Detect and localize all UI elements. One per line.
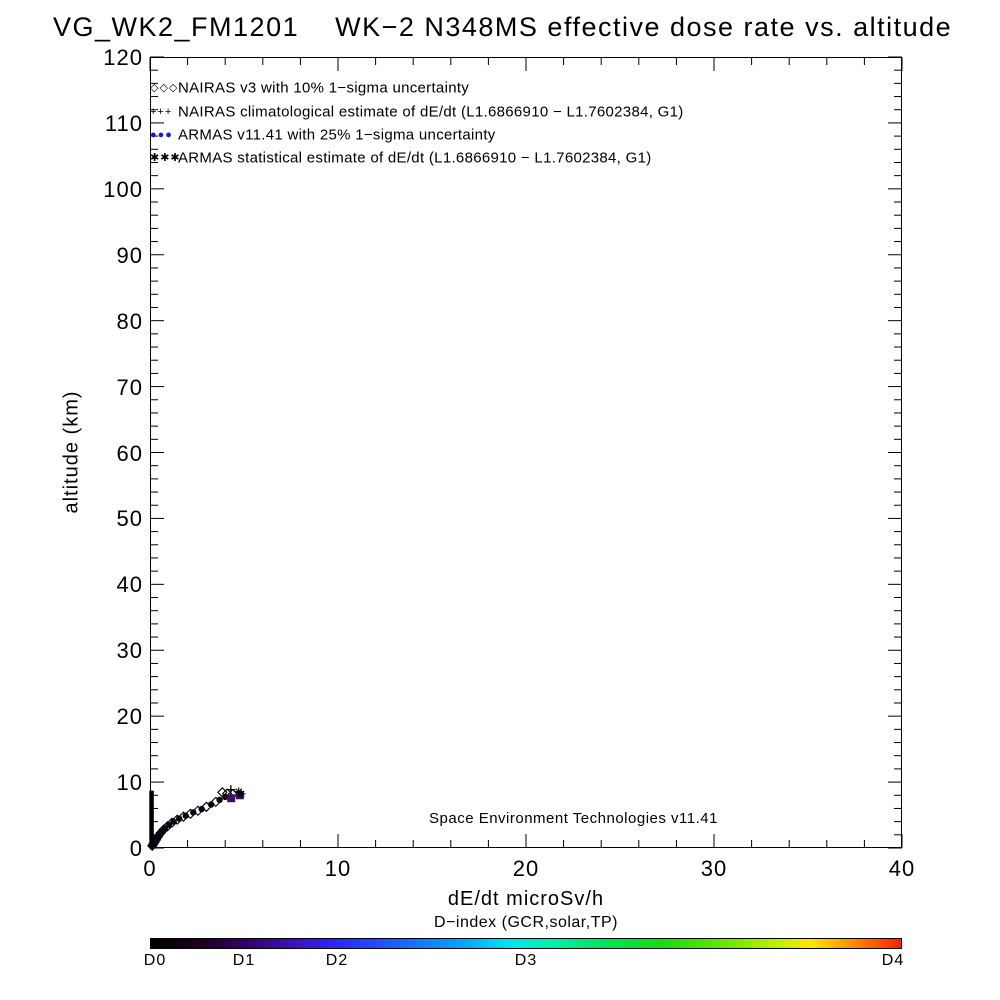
y-tick-label: 20 xyxy=(116,704,143,730)
x-axis-sublabel: D−index (GCR,solar,TP) xyxy=(434,914,618,931)
y-tick-label: 30 xyxy=(116,638,143,664)
legend-item-nairas-climatological: +++ NAIRAS climatological estimate of dE/… xyxy=(150,103,684,121)
x-axis-label: dE/dt microSv/h xyxy=(447,888,605,910)
colorbar-label-d4: D4 xyxy=(881,952,905,969)
colorbar-label-d2: D2 xyxy=(325,952,349,969)
y-tick-label: 90 xyxy=(116,242,143,268)
legend-label: ARMAS v11.41 with 25% 1−sigma uncertaint… xyxy=(178,126,496,144)
x-tick-label: 10 xyxy=(324,856,352,881)
colorbar-label-d1: D1 xyxy=(232,952,256,969)
x-tick-label: 20 xyxy=(512,856,540,881)
y-tick-label: 0 xyxy=(129,836,143,861)
annotation-text: Space Environment Technologies v11.41 xyxy=(429,810,718,827)
legend-item-nairas-v3: ◇◇◇NAIRAS v3 with 10% 1−sigma uncertaint… xyxy=(150,79,469,97)
square-marker xyxy=(227,794,236,803)
circle-marker xyxy=(175,815,183,822)
legend-item-armas-statistical: ✱✱✱ARMAS statistical estimate of dE/dt (… xyxy=(150,149,652,167)
legend-label: ARMAS statistical estimate of dE/dt (L1.… xyxy=(178,149,652,167)
y-tick-label: 60 xyxy=(116,440,143,466)
legend-label: NAIRAS v3 with 10% 1−sigma uncertainty xyxy=(178,79,470,97)
x-tick-label: 40 xyxy=(888,856,916,881)
diamond-marker-icon: ◇◇◇ xyxy=(150,82,179,95)
y-tick-label: 40 xyxy=(116,572,143,598)
circle-marker xyxy=(182,812,189,819)
y-tick-label: 10 xyxy=(116,770,143,796)
legend-item-armas-v1141: ●●● ARMAS v11.41 with 25% 1−sigma uncerta… xyxy=(150,126,496,144)
x-tick-label: 30 xyxy=(700,856,728,881)
circle-marker-icon: ●●● xyxy=(150,128,173,141)
circle-marker xyxy=(165,821,172,829)
plot-frame xyxy=(150,57,902,848)
circle-marker xyxy=(222,793,229,801)
circle-marker xyxy=(207,801,215,808)
d-index-colorbar xyxy=(150,938,902,949)
colorbar-label-d3: D3 xyxy=(514,952,538,969)
y-tick-label: 120 xyxy=(103,45,143,70)
legend-label: NAIRAS climatological estimate of dE/dt … xyxy=(178,103,684,121)
circle-marker xyxy=(216,796,223,804)
y-tick-label: 100 xyxy=(103,176,143,202)
circle-marker xyxy=(190,809,197,816)
y-tick-label: 80 xyxy=(116,308,143,334)
circle-marker xyxy=(161,825,168,832)
axis-column-markers xyxy=(149,790,154,848)
chart-title: VG_WK2_FM1201 WK−2 N348MS effective dose… xyxy=(53,12,953,42)
plus-marker-icon: +++ xyxy=(150,105,173,118)
circle-marker xyxy=(170,818,177,825)
colorbar-label-d0: D0 xyxy=(143,952,167,969)
y-tick-label: 110 xyxy=(104,110,143,136)
x-tick-label: 0 xyxy=(143,856,157,881)
y-tick-label: 70 xyxy=(116,374,143,400)
asterisk-marker-icon: ✱✱✱ xyxy=(150,152,181,165)
y-tick-label: 50 xyxy=(116,506,143,532)
circle-marker xyxy=(198,805,205,813)
